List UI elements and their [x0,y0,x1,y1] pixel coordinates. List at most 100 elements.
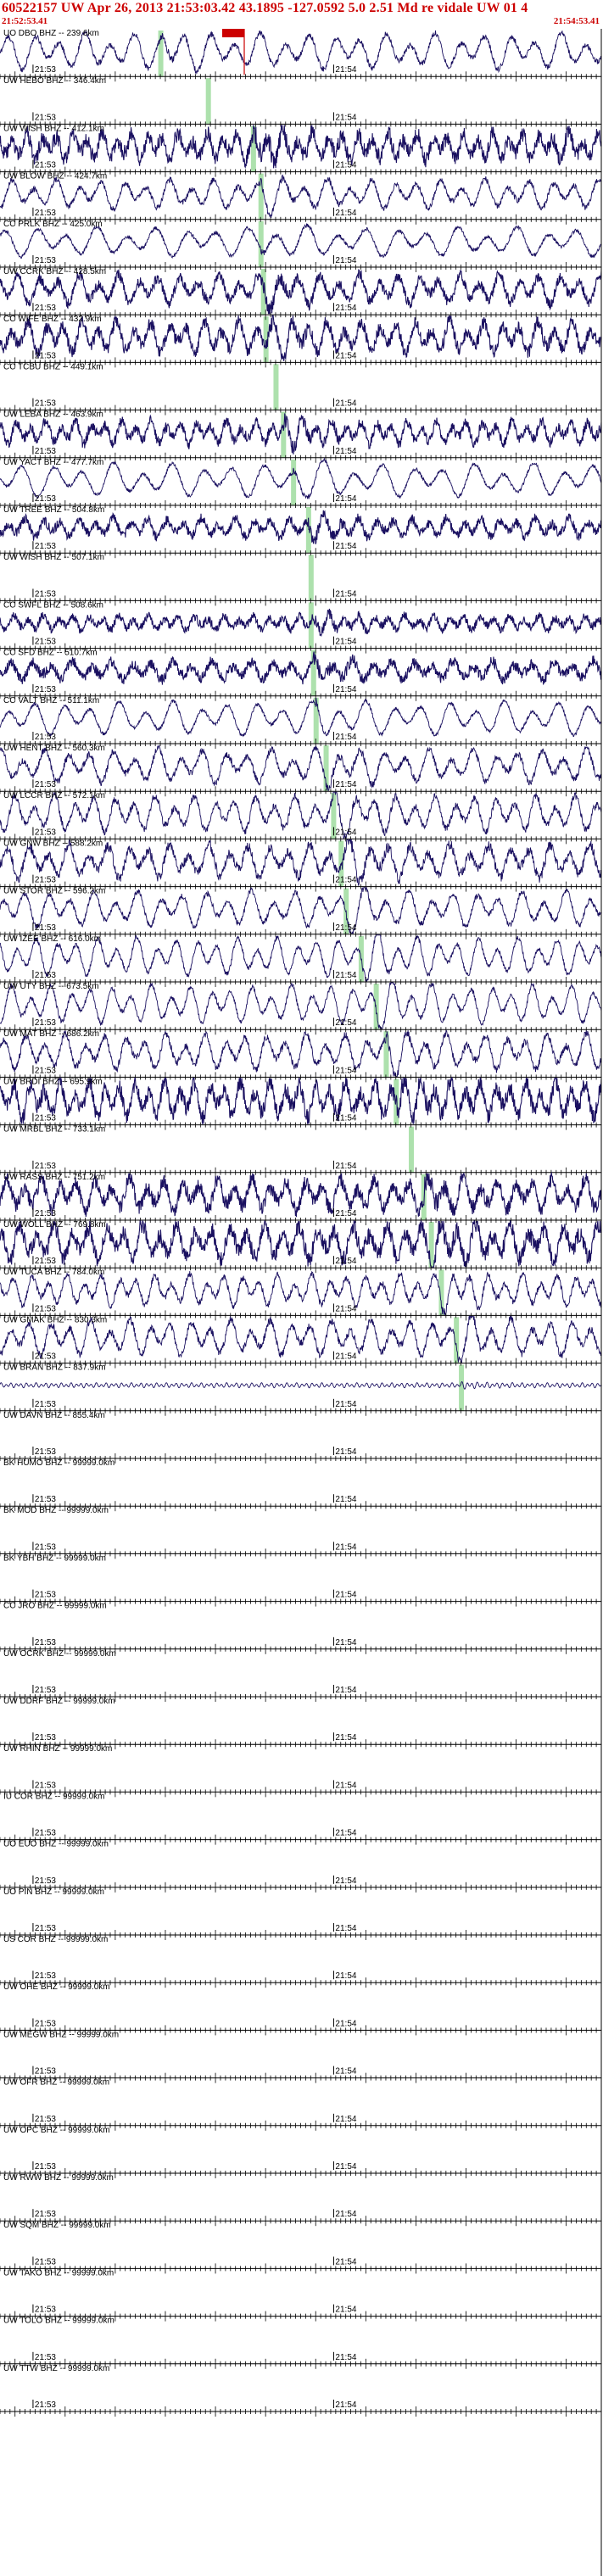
minute-label: 21:53 [35,161,56,170]
trace-row: UW WISH BHZ -- 507.1km 21:53 21:54 [0,553,602,606]
trace-row: UW BRDI BHZ -- 695.9km 21:53 21:54 [0,1076,602,1130]
station-label: CC WIFE BHZ -- 432.9km [3,315,102,324]
station-label: UW LEBA BHZ -- 463.9km [3,410,103,420]
arrival-pick-marker [263,316,269,363]
minute-label: 21:54 [335,1591,356,1600]
waveform-trace [0,1219,602,1268]
minute-label: 21:53 [35,399,56,409]
station-label: CC VALT BHZ -- 511.1km [3,696,99,705]
minute-label: 21:54 [335,65,356,75]
minute-label: 21:53 [35,971,56,980]
minute-label: 21:54 [335,1257,356,1266]
arrival-pick-marker [331,793,337,839]
station-label: UW DAVN BHZ -- 855.4km [3,1411,105,1420]
trace-row: UW BRAN BHZ -- 837.9km 21:53 21:54 [0,1363,602,1416]
minute-label: 21:54 [335,494,356,504]
station-label: UW UTY BHZ -- 673.5km [3,982,99,991]
minute-label: 21:54 [335,351,356,360]
trace-row: BK HUMO BHZ -- 99999.0km 21:53 21:54 [0,1458,602,1512]
minute-label: 21:53 [35,1066,56,1075]
arrival-pick-marker [291,459,297,505]
trace-row: UW CCRK BHZ -- 428.5km 21:53 21:54 [0,267,602,321]
arrival-pick-marker [281,411,287,458]
station-label: UW WISH BHZ -- 412.1km [3,124,104,133]
station-label: UW BRAN BHZ -- 837.9km [3,1363,106,1373]
arrival-pick-marker [313,697,319,744]
minute-label: 21:53 [35,733,56,742]
minute-label: 21:53 [35,494,56,504]
minute-label: 21:53 [35,589,56,599]
minute-label: 21:54 [335,1162,356,1171]
minute-label: 21:54 [335,1638,356,1648]
station-label: UW IZEE BHZ -- 616.0km [3,934,101,944]
trace-row: UW RASS BHZ -- 751.2km 21:53 21:54 [0,1171,602,1225]
minute-label: 21:53 [35,780,56,789]
arrival-pick-marker [394,1079,399,1125]
minute-label: 21:53 [35,1733,56,1742]
trace-row: UO EUO BHZ -- 99999.0km 21:53 21:54 [0,1840,602,1893]
minute-label: 21:53 [35,828,56,837]
waveform-trace [0,1315,602,1363]
station-label: UW TREE BHZ -- 504.8km [3,505,104,515]
arrival-pick-marker [250,125,256,172]
trace-row: UW IZEE BHZ -- 616.0km 21:53 21:54 [0,934,602,987]
trace-row: UW MAT BHZ -- 686.2km 21:53 21:54 [0,1029,602,1083]
waveform-trace [0,30,602,75]
minute-label: 21:53 [35,685,56,694]
arrival-pick-marker [459,1364,465,1411]
station-label: UW YACT BHZ -- 477.7km [3,458,103,467]
minute-label: 21:53 [35,1114,56,1124]
arrival-pick-marker [383,1031,389,1078]
minute-label: 21:53 [35,1638,56,1648]
minute-label: 21:54 [335,1114,356,1124]
minute-label: 21:53 [35,1257,56,1266]
minute-label: 21:53 [35,113,56,122]
minute-label: 21:54 [335,971,356,980]
waveform-trace [0,1076,602,1124]
trace-row: UW LEBA BHZ -- 463.9km 21:53 21:54 [0,410,602,463]
minute-label: 21:53 [35,542,56,551]
waveform-trace [0,457,602,499]
minute-label: 21:53 [35,638,56,647]
arrival-pick-marker [428,1222,434,1268]
station-label: CC JRO BHZ -- 99999.0km [3,1602,107,1611]
trace-row: UO DBO BHZ -- 239.6km 21:53 21:54 [0,29,602,82]
station-label: UW BLOW BHZ -- 424.7km [3,172,107,181]
minute-label: 21:53 [35,1591,56,1600]
minute-label: 21:53 [35,256,56,265]
trace-row: UW MRBL BHZ -- 733.1km 21:53 21:54 [0,1125,602,1178]
minute-label: 21:54 [335,1304,356,1313]
waveform-trace [0,1270,602,1315]
minute-label: 21:53 [35,1781,56,1790]
minute-label: 21:54 [335,1066,356,1075]
station-label: UO DBO BHZ -- 239.6km [3,29,99,38]
minute-label: 21:53 [35,1400,56,1409]
minute-label: 21:53 [35,1495,56,1504]
minute-label: 21:53 [35,1876,56,1886]
minute-label: 21:54 [335,399,356,409]
trace-row: UW DAVN BHZ -- 855.4km 21:53 21:54 [0,1411,602,1464]
minute-label: 21:54 [335,638,356,647]
arrival-pick-marker [273,364,279,410]
trace-row: UW TUCA BHZ -- 784.0km 21:53 21:54 [0,1268,602,1321]
minute-label: 21:54 [335,1542,356,1552]
waveform-trace [0,510,602,544]
minute-label: 21:54 [335,876,356,885]
station-label: UW LCCR BHZ -- 572.1km [3,791,105,800]
station-label: CC SWFL BHZ -- 508.6km [3,600,103,610]
minute-label: 21:54 [335,542,356,551]
trace-row: UW DDRF BHZ -- 99999.0km 21:53 21:54 [0,1697,602,1750]
minute-label: 21:54 [335,780,356,789]
minute-label: 21:54 [335,113,356,122]
minute-label: 21:53 [35,209,56,218]
trace-row: CC JRO BHZ -- 99999.0km 21:53 21:54 [0,1602,602,1654]
trace-row: UW BLOW BHZ -- 424.7km 21:53 21:54 [0,172,602,225]
trace-row: CC SWFL BHZ -- 508.6km 21:53 21:54 [0,600,602,654]
minute-label: 21:54 [335,1400,356,1409]
minute-label: 21:53 [35,65,56,75]
arrival-pick-marker [438,1269,444,1316]
minute-label: 21:54 [335,685,356,694]
arrival-pick-marker [305,507,311,554]
station-label: UW GMAK BHZ -- 830.3km [3,1315,107,1324]
minute-label: 21:53 [35,923,56,933]
